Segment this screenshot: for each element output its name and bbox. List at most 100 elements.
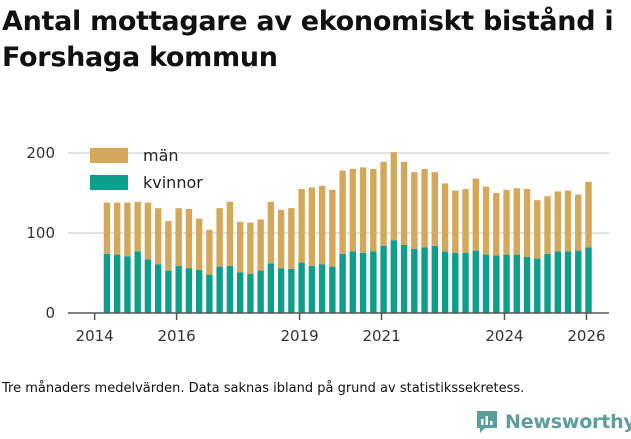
x-tick-label: 2016 xyxy=(158,327,196,345)
bar-man xyxy=(421,169,428,248)
bar-man xyxy=(554,191,561,252)
stacked-bar-chart: 0 100 200 2014 2016 2019 2021 2024 2026 män kvin… xyxy=(26,144,609,345)
bar-man xyxy=(472,178,479,251)
x-tick-label: 2026 xyxy=(567,327,605,345)
bar-man xyxy=(247,222,254,274)
legend-label: kvinnor xyxy=(143,173,203,192)
bar-man xyxy=(165,221,172,271)
bar-kvinnor xyxy=(165,270,172,313)
bar-man xyxy=(503,189,510,255)
legend-swatch xyxy=(90,148,128,163)
bar-man xyxy=(236,221,244,273)
bar-kvinnor xyxy=(482,254,490,313)
bar-man xyxy=(175,208,182,266)
legend-label: män xyxy=(143,146,179,165)
bar-kvinnor xyxy=(298,262,305,313)
bar-man xyxy=(318,185,326,265)
bar-kvinnor xyxy=(154,264,162,313)
bar-man xyxy=(185,209,193,269)
bar-man xyxy=(564,190,572,252)
bar-man xyxy=(216,208,223,267)
x-tick-label: 2014 xyxy=(76,327,114,345)
bar-kvinnor xyxy=(564,251,572,313)
legend: män kvinnor xyxy=(90,146,203,192)
bar-man xyxy=(534,200,541,259)
bar-kvinnor xyxy=(195,269,203,313)
bar-man xyxy=(277,209,285,269)
y-tick-label: 100 xyxy=(26,224,55,242)
bar-man xyxy=(390,152,398,241)
bar-kvinnor xyxy=(441,251,449,313)
bar-kvinnor xyxy=(277,268,285,313)
bar-man xyxy=(124,202,131,257)
y-tick-label: 0 xyxy=(45,304,55,322)
bars xyxy=(103,152,592,313)
bar-man xyxy=(431,172,439,246)
bar-man xyxy=(441,183,449,252)
bar-kvinnor xyxy=(134,251,141,313)
bar-man xyxy=(113,202,121,255)
bar-kvinnor xyxy=(349,251,357,313)
bar-kvinnor xyxy=(257,270,264,313)
brand-name: Newsworthy xyxy=(505,411,631,433)
bar-kvinnor xyxy=(216,266,223,313)
bar-man xyxy=(154,208,162,265)
bar-man xyxy=(544,196,551,254)
bar-kvinnor xyxy=(144,259,152,313)
bar-man xyxy=(257,219,264,271)
bar-man xyxy=(482,186,490,255)
bar-man xyxy=(380,161,387,246)
bar-kvinnor xyxy=(554,251,561,313)
bar-man xyxy=(462,189,469,253)
legend-swatch xyxy=(90,175,128,190)
bar-man xyxy=(370,169,377,252)
bar-kvinnor xyxy=(585,247,592,313)
x-axis: 2014 2016 2019 2021 2024 2026 xyxy=(68,312,609,345)
bar-kvinnor xyxy=(267,263,275,313)
bar-kvinnor xyxy=(308,265,316,313)
bar-man xyxy=(226,201,234,266)
bar-kvinnor xyxy=(380,245,387,313)
bar-man xyxy=(359,167,367,253)
bar-kvinnor xyxy=(421,247,428,313)
bar-kvinnor xyxy=(226,265,234,313)
bar-man xyxy=(523,189,531,257)
bar-kvinnor xyxy=(544,253,551,313)
bar-kvinnor xyxy=(175,265,182,313)
bar-man xyxy=(329,189,336,267)
bar-kvinnor xyxy=(359,253,367,313)
bar-man xyxy=(411,172,418,249)
x-tick-label: 2019 xyxy=(280,327,318,345)
bar-kvinnor xyxy=(124,256,131,313)
bar-man xyxy=(493,193,500,256)
bar-kvinnor xyxy=(370,251,377,313)
bar-kvinnor xyxy=(493,255,500,313)
chart-title: Antal mottagare av ekonomiskt bistånd i … xyxy=(2,6,614,73)
y-tick-label: 200 xyxy=(26,144,55,162)
bar-kvinnor xyxy=(534,258,541,313)
bar-kvinnor xyxy=(431,245,439,313)
bar-kvinnor xyxy=(339,253,346,313)
bar-kvinnor xyxy=(247,273,254,313)
newsworthy-logo-icon xyxy=(477,411,497,433)
x-tick-label: 2024 xyxy=(485,327,523,345)
bar-kvinnor xyxy=(329,266,336,313)
bar-man xyxy=(298,189,305,263)
bar-kvinnor xyxy=(236,272,244,313)
bar-man xyxy=(206,229,213,275)
bar-man xyxy=(339,170,346,254)
bar-man xyxy=(267,201,275,264)
bar-kvinnor xyxy=(390,240,398,313)
newsworthy-logo: Newsworthy xyxy=(475,407,631,437)
bar-kvinnor xyxy=(411,249,418,313)
bar-man xyxy=(400,161,408,245)
bar-kvinnor xyxy=(185,268,193,313)
bar-man xyxy=(349,169,357,252)
bar-kvinnor xyxy=(318,264,326,313)
bar-kvinnor xyxy=(288,269,295,313)
bar-kvinnor xyxy=(113,254,121,313)
bar-kvinnor xyxy=(472,250,479,313)
bar-man xyxy=(308,187,316,266)
bar-kvinnor xyxy=(575,250,582,313)
bar-kvinnor xyxy=(452,253,459,313)
